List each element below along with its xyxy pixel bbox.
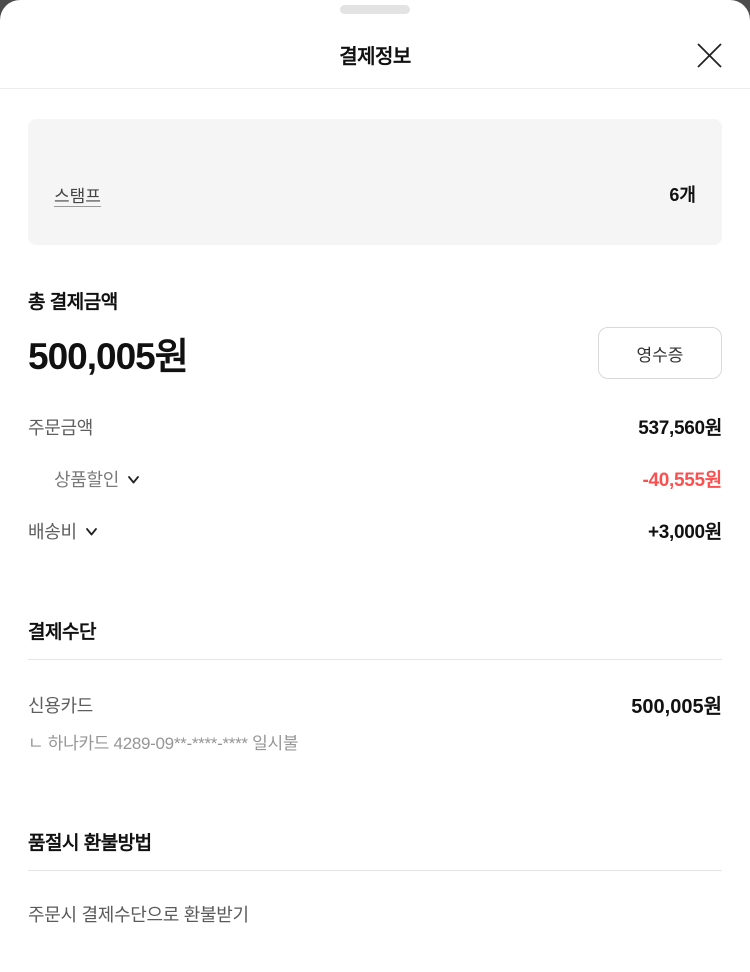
payment-method-section-title: 결제수단 — [28, 617, 722, 660]
shipping-fee-row: 배송비 +3,000원 — [28, 517, 722, 544]
product-discount-toggle[interactable]: 상품할인 — [28, 466, 141, 492]
order-amount-value: 537,560원 — [638, 418, 722, 439]
chevron-down-icon — [128, 476, 139, 484]
product-discount-label: 상품할인 — [54, 469, 120, 490]
product-discount-row: 상품할인 -40,555원 — [28, 465, 722, 492]
payment-method-row: 신용카드 500,005원 — [28, 690, 722, 719]
payment-method-amount: 500,005원 — [631, 696, 722, 718]
stamp-value: 6개 — [669, 185, 696, 205]
content: 스탬프 6개 총 결제금액 500,005원 영수증 주문금액 537,560원… — [0, 119, 750, 927]
order-amount-label: 주문금액 — [28, 417, 94, 438]
shipping-fee-value: +3,000원 — [647, 522, 722, 543]
stamp-box: 스탬프 6개 — [28, 119, 722, 245]
close-button[interactable] — [692, 38, 726, 72]
card-detail: ㄴ 하나카드 4289-09**-****-**** 일시불 — [28, 734, 299, 753]
refund-section-title: 품절시 환불방법 — [28, 828, 722, 871]
refund-method-section: 품절시 환불방법 주문시 결제수단으로 환불받기 — [28, 828, 722, 927]
payment-method-name: 신용카드 — [28, 695, 94, 716]
payment-method-section: 결제수단 신용카드 500,005원 ㄴ 하나카드 4289-09**-****… — [28, 617, 722, 754]
product-discount-value: -40,555원 — [642, 470, 722, 491]
amount-breakdown: 주문금액 537,560원 상품할인 -40,555원 배송비 — [28, 413, 722, 544]
drag-handle[interactable] — [340, 5, 410, 14]
receipt-button[interactable]: 영수증 — [598, 327, 722, 379]
shipping-fee-label: 배송비 — [28, 521, 77, 542]
page-title: 결제정보 — [339, 46, 411, 68]
close-icon — [696, 42, 722, 68]
total-payment-row: 500,005원 영수증 — [28, 326, 722, 380]
stamp-row: 스탬프 6개 — [54, 181, 696, 207]
order-amount-row: 주문금액 537,560원 — [28, 413, 722, 440]
chevron-down-icon — [85, 528, 97, 536]
total-payment-label: 총 결제금액 — [28, 292, 118, 313]
sheet-header: 결제정보 — [0, 0, 750, 89]
shipping-fee-toggle[interactable]: 배송비 — [28, 518, 99, 544]
refund-method-text: 주문시 결제수단으로 환불받기 — [28, 905, 249, 925]
stamp-label[interactable]: 스탬프 — [54, 186, 101, 206]
total-payment-amount: 500,005원 — [28, 336, 189, 377]
